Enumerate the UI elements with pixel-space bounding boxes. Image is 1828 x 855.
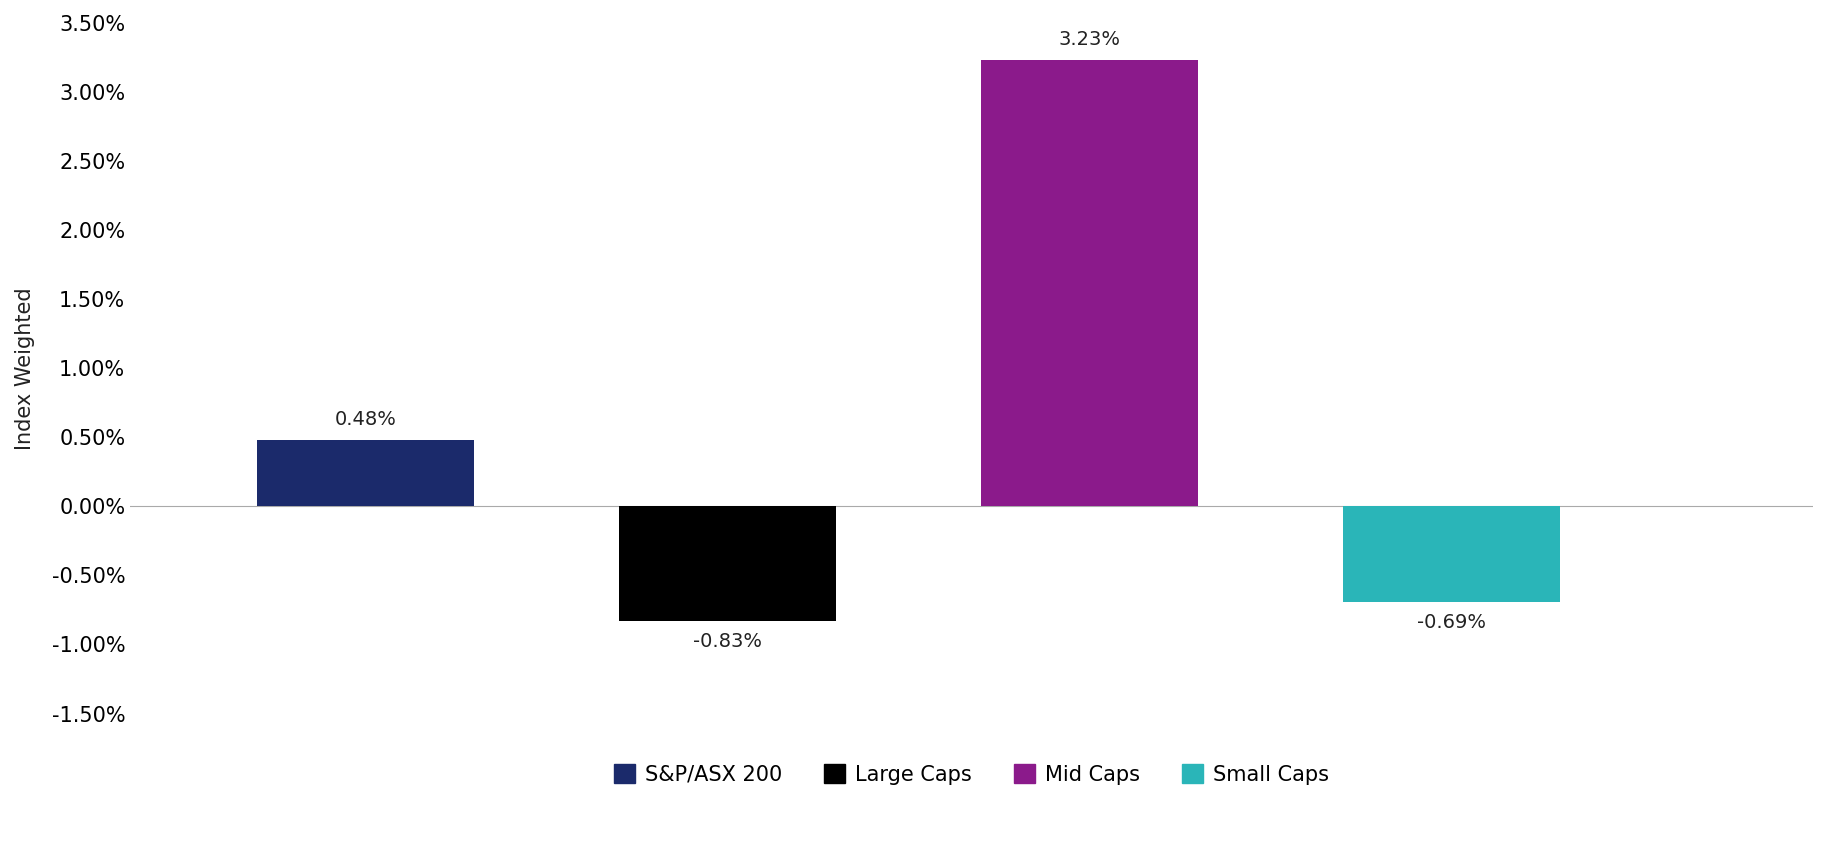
Y-axis label: Index Weighted: Index Weighted — [15, 287, 35, 450]
Text: 0.48%: 0.48% — [335, 410, 397, 429]
Bar — [618, 506, 835, 621]
Text: -0.83%: -0.83% — [693, 632, 762, 651]
Text: 3.23%: 3.23% — [1058, 30, 1121, 50]
Text: -0.69%: -0.69% — [1417, 613, 1486, 632]
Bar — [256, 440, 473, 506]
Legend: S&P/ASX 200, Large Caps, Mid Caps, Small Caps: S&P/ASX 200, Large Caps, Mid Caps, Small… — [605, 756, 1338, 793]
Bar — [1342, 506, 1559, 602]
Bar — [980, 61, 1197, 506]
